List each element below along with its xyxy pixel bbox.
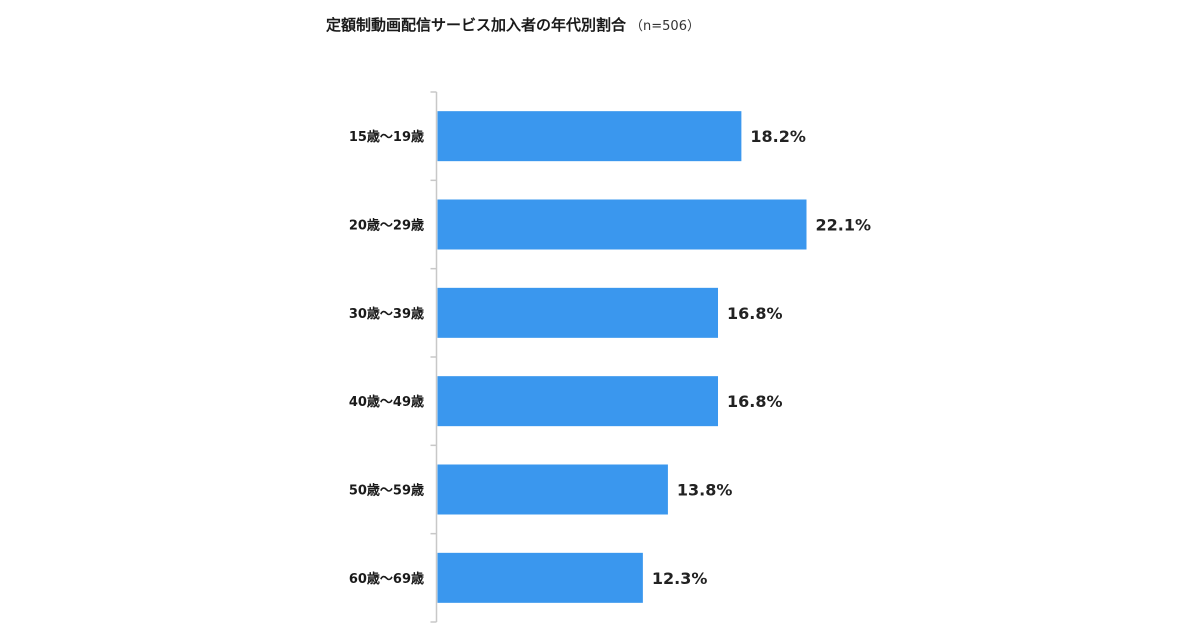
value-label: 22.1% (816, 216, 872, 235)
bars (437, 111, 807, 603)
category-label: 15歳〜19歳 (349, 129, 424, 145)
category-label: 30歳〜39歳 (349, 306, 424, 322)
value-labels: 18.2% 22.1% 16.8% 16.8% 13.8% 12.3% (652, 127, 871, 588)
value-label: 16.8% (727, 304, 783, 323)
chart-header: 定額制動画配信サービス加入者の年代別割合 （n=506） (326, 14, 700, 40)
chart-subtitle: （n=506） (630, 19, 700, 34)
chart-title: 定額制動画配信サービス加入者の年代別割合 (326, 16, 627, 34)
bar (437, 111, 742, 162)
category-label: 40歳〜49歳 (349, 394, 424, 410)
bar (437, 287, 719, 338)
category-labels: 15歳〜19歳 20歳〜29歳 30歳〜39歳 40歳〜49歳 50歳〜59歳 60歳〜6… (349, 129, 424, 587)
category-label: 60歳〜69歳 (349, 571, 424, 587)
y-axis (430, 91, 438, 623)
category-label: 20歳〜29歳 (349, 218, 424, 234)
value-label: 12.3% (652, 569, 708, 588)
value-label: 13.8% (677, 481, 733, 500)
bar (437, 464, 668, 515)
bar (437, 376, 719, 427)
category-label: 50歳〜59歳 (349, 483, 424, 499)
value-label: 18.2% (750, 127, 806, 146)
bar (437, 199, 807, 250)
value-label: 16.8% (727, 392, 783, 411)
bar (437, 552, 643, 603)
